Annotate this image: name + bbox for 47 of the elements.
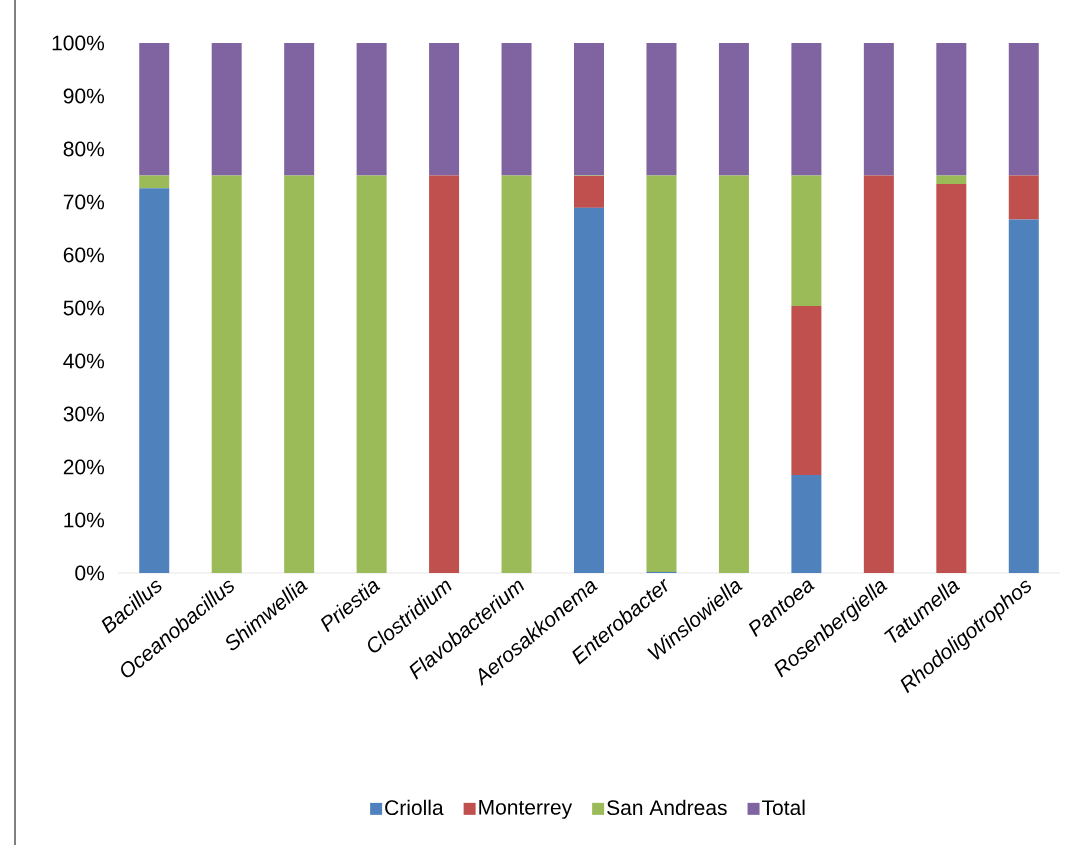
bar [284,175,315,573]
y-tick-label: 0% [75,565,105,581]
bar [139,188,170,573]
bar [1008,175,1039,220]
y-tick-label: 30% [63,406,105,422]
bar [646,175,677,572]
y-tick-label: 80% [63,141,105,157]
bar [646,42,677,176]
bar [501,42,532,176]
bar [211,42,242,176]
legend-label: Total [762,799,805,816]
bar [356,175,387,573]
bar [1008,42,1039,176]
bar [718,42,749,176]
bar [791,42,822,176]
bar [211,175,242,573]
bar [718,175,749,573]
bar [791,305,822,475]
legend-label: San Andreas [607,799,727,816]
y-tick-label: 60% [63,247,105,263]
y-tick-label: 90% [63,88,105,104]
y-tick-label: 100% [52,35,105,51]
bar [139,42,170,176]
legend-label: Criolla [385,799,444,816]
bar [936,42,967,176]
bar [501,175,532,573]
bar [936,175,967,184]
bar [574,42,605,176]
bar [429,175,460,573]
bar [429,42,460,176]
bar [863,175,894,573]
bar [574,207,605,573]
bar [284,42,315,176]
y-tick-label: 50% [63,300,105,316]
legend-label: Monterrey [479,800,573,819]
y-tick-label: 20% [63,459,105,475]
bar [574,176,605,208]
bar [863,42,894,176]
y-tick-label: 70% [63,194,105,210]
bar [139,175,170,189]
y-tick-label: 40% [63,353,105,369]
bar [936,183,967,573]
bar [791,175,822,306]
bar [356,42,387,176]
bar [791,474,822,573]
bar [1008,219,1039,573]
y-tick-label: 10% [64,512,105,528]
